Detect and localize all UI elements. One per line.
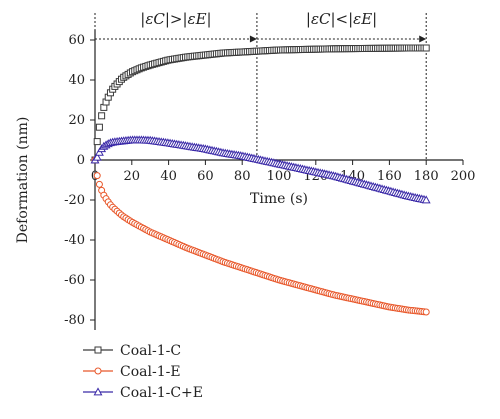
data-point [95,180,103,188]
x-tick-label: 20 [124,169,141,184]
legend-label: Coal-1-E [120,364,181,380]
y-tick-label: 60 [68,33,85,48]
legend-label: Coal-1-C+E [120,385,203,401]
legend-marker [93,387,103,396]
y-tick-label: 20 [68,113,85,128]
data-point [93,138,101,146]
y-tick-label: 0 [77,153,85,168]
legend-marker [94,346,102,354]
legend-item: Coal-1-E [83,364,181,380]
legend-item: Coal-1-C [83,343,181,359]
data-point [422,44,430,52]
y-tick-label: -60 [64,273,85,288]
x-tick-label: 200 [451,169,476,184]
region-arrow-head [419,35,427,43]
region-label: |εC|<|εE| [306,10,377,28]
data-point [98,112,106,120]
region-label: |εC|>|εE| [140,10,211,28]
data-point [92,152,102,161]
series-coal-1-c [91,44,430,164]
x-tick-label: 160 [377,169,402,184]
x-tick-label: 80 [234,169,251,184]
legend-label: Coal-1-C [120,343,181,359]
y-axis-label: Deformation (nm) [15,117,31,244]
data-point [95,123,103,131]
y-tick-label: 40 [68,73,85,88]
series-layer [90,44,431,316]
series-coal-1-e [91,156,430,316]
y-tick-label: -80 [64,313,85,328]
region-arrow-head [249,35,257,43]
x-tick-label: 40 [160,169,177,184]
y-axis-ticks: -80 -60 -40 -20 0 20 40 60 [64,33,95,328]
x-tick-label: 60 [197,169,214,184]
x-tick-label: 100 [267,169,292,184]
legend: Coal-1-C Coal-1-E Coal-1-C+E [83,343,203,401]
legend-item: Coal-1-C+E [83,385,203,401]
data-point [422,308,430,316]
y-tick-label: -20 [64,193,85,208]
y-tick-label: -40 [64,233,85,248]
x-axis-label: Time (s) [250,191,308,207]
data-point [93,172,101,180]
legend-marker [94,367,102,375]
series-coal-1-c-e [90,135,431,204]
x-tick-label: 180 [414,169,439,184]
region-annotations: |εC|>|εE| |εC|<|εE| [94,10,427,160]
data-point [421,195,431,204]
